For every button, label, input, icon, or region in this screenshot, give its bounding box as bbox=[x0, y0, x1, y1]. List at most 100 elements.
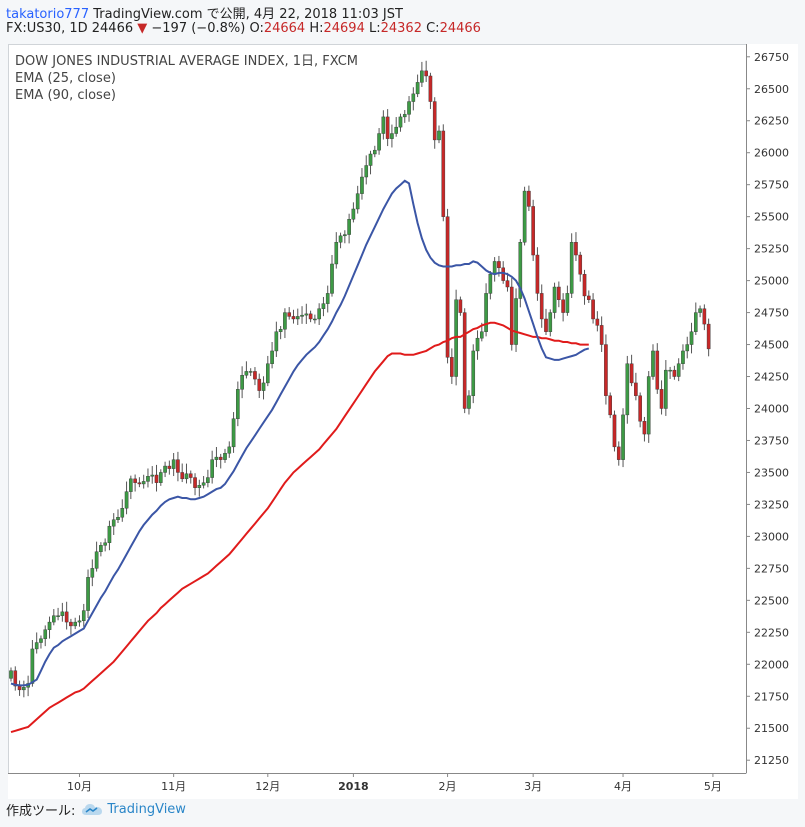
candle-body bbox=[471, 350, 476, 396]
candle-body bbox=[587, 295, 591, 300]
candle-body bbox=[291, 316, 296, 320]
candle-body bbox=[432, 101, 437, 141]
candle-body bbox=[420, 70, 424, 83]
tradingview-cloud-icon bbox=[82, 803, 103, 815]
candle-body bbox=[86, 577, 90, 611]
candle-body bbox=[308, 313, 313, 320]
candle-body bbox=[548, 312, 553, 332]
candle-body bbox=[599, 325, 604, 345]
candle-body bbox=[595, 318, 600, 326]
candle-body bbox=[266, 363, 270, 384]
candle-body bbox=[608, 395, 612, 416]
candle-body bbox=[702, 308, 707, 325]
candle-body bbox=[467, 395, 471, 409]
open-label: O: bbox=[249, 21, 264, 36]
candle-body bbox=[505, 280, 510, 288]
candle-body bbox=[557, 286, 561, 300]
y-tick-label: 22500 bbox=[754, 594, 789, 607]
candle-body bbox=[330, 263, 334, 294]
candle-body bbox=[390, 133, 394, 139]
candle-body bbox=[206, 477, 210, 483]
candle-body bbox=[34, 642, 39, 650]
candle-body bbox=[638, 395, 642, 422]
candle-body bbox=[274, 331, 279, 352]
candle-body bbox=[527, 190, 531, 207]
candle-body bbox=[52, 615, 56, 623]
candle-body bbox=[441, 130, 446, 217]
y-tick-label: 26500 bbox=[754, 83, 789, 96]
candle-body bbox=[43, 629, 48, 639]
legend-ema25[interactable]: EMA (25, close) bbox=[15, 71, 116, 86]
candle-body bbox=[171, 459, 176, 469]
candle-body bbox=[167, 465, 172, 469]
candle-body bbox=[402, 114, 407, 118]
chart-area[interactable]: 21250 21500 21750 22000 22250 22500 22750 23000… bbox=[8, 44, 798, 799]
candle-body bbox=[343, 234, 347, 237]
y-tick-label: 23000 bbox=[754, 530, 789, 543]
candle-body bbox=[30, 648, 35, 684]
candle-body bbox=[313, 318, 317, 321]
y-tick-label: 26750 bbox=[754, 51, 789, 64]
ema25-line bbox=[10, 179, 590, 687]
candle-body bbox=[325, 293, 330, 304]
candle-body bbox=[616, 446, 621, 460]
y-tick-label: 23500 bbox=[754, 466, 789, 479]
candle-body bbox=[360, 176, 364, 194]
tradingview-brand: TradingView bbox=[107, 802, 186, 817]
legend-title: DOW JONES INDUSTRIAL AVERAGE INDEX, 1日, … bbox=[15, 54, 359, 69]
candle-body bbox=[214, 456, 219, 460]
candle-body bbox=[9, 670, 13, 679]
candle-body bbox=[522, 190, 527, 243]
candle-body bbox=[129, 478, 133, 492]
candle-body bbox=[625, 363, 630, 416]
candle-body bbox=[685, 344, 690, 352]
candle-body bbox=[150, 474, 155, 477]
candle-body bbox=[176, 459, 180, 473]
candle-body bbox=[509, 286, 514, 345]
candle-body bbox=[480, 331, 484, 339]
y-tick-label: 23750 bbox=[754, 434, 789, 447]
candle-body bbox=[621, 414, 625, 460]
candle-body bbox=[629, 363, 634, 384]
candle-body bbox=[672, 369, 677, 377]
open-value: 24664 bbox=[263, 21, 306, 36]
y-tick-label: 24500 bbox=[754, 339, 789, 352]
chart-header-line1: takatorio777 TradingView.com で公開, 4月 22,… bbox=[6, 3, 403, 22]
candle-body bbox=[664, 369, 668, 409]
candle-body bbox=[484, 293, 488, 332]
y-tick-label: 25750 bbox=[754, 179, 789, 192]
candle-body bbox=[248, 371, 253, 373]
candle-body bbox=[184, 473, 189, 480]
candle-body bbox=[497, 261, 501, 269]
candle-body bbox=[351, 208, 356, 220]
candle-body bbox=[445, 216, 450, 358]
candle-body bbox=[81, 610, 86, 622]
legend-ema90[interactable]: EMA (90, close) bbox=[15, 88, 116, 103]
candle-body bbox=[552, 286, 557, 313]
candle-body bbox=[539, 293, 544, 320]
publisher-username[interactable]: takatorio777 bbox=[6, 7, 90, 22]
candle-body bbox=[77, 620, 82, 623]
tradingview-link[interactable]: TradingView bbox=[81, 802, 186, 817]
candle-body bbox=[338, 235, 343, 243]
y-tick-label: 25000 bbox=[754, 275, 789, 288]
low-label: L: bbox=[368, 21, 381, 36]
candle-body bbox=[642, 421, 647, 435]
y-tick-label: 22750 bbox=[754, 562, 789, 575]
y-tick-label: 26000 bbox=[754, 147, 789, 160]
candle-body bbox=[120, 508, 125, 518]
y-tick-label: 21750 bbox=[754, 690, 789, 703]
candle-body bbox=[210, 459, 214, 478]
candle-body bbox=[475, 337, 480, 352]
close-value: 24466 bbox=[439, 21, 481, 36]
candle-body bbox=[300, 314, 304, 317]
candle-body bbox=[561, 299, 565, 313]
candle-body bbox=[236, 389, 240, 419]
candle-body bbox=[94, 551, 99, 569]
candlestick-chart[interactable]: 21250 21500 21750 22000 22250 22500 22750 23000… bbox=[8, 44, 798, 799]
candle-body bbox=[73, 621, 77, 627]
x-tick-label: 3月 bbox=[524, 780, 542, 793]
candle-body bbox=[347, 219, 351, 235]
candle-body bbox=[244, 371, 249, 376]
candle-body bbox=[612, 414, 617, 448]
